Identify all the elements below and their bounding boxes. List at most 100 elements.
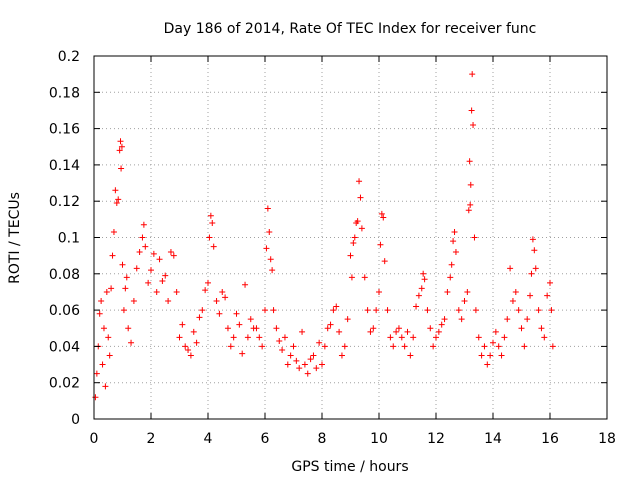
data-point <box>242 281 249 288</box>
data-point <box>529 236 536 243</box>
data-point <box>110 229 117 236</box>
data-point <box>290 343 297 350</box>
data-point <box>117 138 124 145</box>
data-point <box>153 288 160 295</box>
axis-ticks: 0 2 4 6 8 10 12 14 16 18 0 0.02 0.04 0.06 0.08 0.1 0.12 0… <box>49 49 616 447</box>
data-point <box>547 279 553 286</box>
data-point <box>105 334 112 341</box>
data-point <box>133 265 140 272</box>
data-point <box>307 356 314 363</box>
data-point <box>119 261 126 268</box>
data-point <box>301 361 308 368</box>
data-point <box>441 316 448 323</box>
data-point <box>367 328 374 335</box>
y-tick-label: 0.2 <box>58 49 80 65</box>
y-axis-label: ROTI / TECUs <box>7 192 23 284</box>
data-point <box>421 276 428 283</box>
data-point <box>99 361 106 368</box>
data-point <box>222 294 229 301</box>
data-point <box>256 334 263 341</box>
data-point <box>330 307 337 314</box>
data-point <box>324 325 331 332</box>
data-point <box>333 303 340 310</box>
data-point <box>130 298 137 305</box>
data-point <box>100 325 107 332</box>
data-point <box>156 256 163 263</box>
data-point <box>356 178 363 185</box>
data-point <box>120 307 127 314</box>
data-point <box>264 205 271 212</box>
data-point <box>528 270 535 277</box>
data-point <box>348 274 355 281</box>
data-point <box>299 328 306 335</box>
data-point <box>118 143 125 150</box>
data-point <box>472 307 479 314</box>
data-point <box>549 343 556 350</box>
data-point <box>150 250 157 257</box>
data-point <box>378 210 385 217</box>
data-point <box>296 365 303 372</box>
data-point <box>310 352 317 359</box>
data-point <box>267 256 274 263</box>
data-point <box>202 287 209 294</box>
data-point <box>140 221 147 228</box>
data-point <box>244 334 251 341</box>
data-point <box>321 343 328 350</box>
data-point <box>219 288 226 295</box>
y-tick-label: 0 <box>71 412 80 428</box>
data-point <box>196 314 203 321</box>
data-point <box>227 343 234 350</box>
data-point <box>451 229 458 236</box>
data-point <box>509 298 516 305</box>
data-point <box>262 307 268 314</box>
data-point <box>106 352 113 359</box>
data-point <box>206 234 213 241</box>
data-point <box>205 279 211 286</box>
data-point <box>464 288 471 295</box>
data-point <box>176 334 183 341</box>
x-tick-label: 6 <box>261 431 270 447</box>
data-point <box>341 343 348 350</box>
data-point <box>185 347 192 354</box>
data-point <box>316 339 323 346</box>
data-point <box>347 252 354 259</box>
data-point <box>118 165 125 172</box>
data-point <box>410 334 417 341</box>
data-point <box>187 352 194 359</box>
data-point <box>393 328 400 335</box>
data-point <box>96 310 103 317</box>
data-point <box>142 243 149 250</box>
data-point <box>381 258 388 265</box>
data-point <box>438 321 445 328</box>
data-point <box>527 292 534 299</box>
data-point <box>398 334 405 341</box>
data-point <box>319 361 325 368</box>
data-point <box>159 278 166 285</box>
data-point <box>179 321 186 328</box>
data-point <box>448 261 455 268</box>
data-point <box>538 325 545 332</box>
x-tick-label: 8 <box>318 431 327 447</box>
y-tick-label: 0.14 <box>49 158 80 174</box>
data-point <box>199 307 206 314</box>
x-tick-label: 12 <box>427 431 445 447</box>
data-point <box>266 229 273 236</box>
data-point <box>518 325 525 332</box>
data-point <box>93 370 100 377</box>
data-point <box>358 225 365 232</box>
data-point <box>122 285 129 292</box>
data-point <box>487 352 494 359</box>
data-point <box>481 343 488 350</box>
data-point <box>109 252 116 259</box>
y-tick-label: 0.12 <box>49 194 80 210</box>
data-point <box>495 343 502 350</box>
data-point <box>170 252 177 259</box>
data-point <box>420 270 427 277</box>
x-tick-label: 18 <box>598 431 616 447</box>
data-point <box>444 288 451 295</box>
data-point <box>435 328 442 335</box>
data-point <box>535 307 542 314</box>
data-point <box>461 298 468 305</box>
